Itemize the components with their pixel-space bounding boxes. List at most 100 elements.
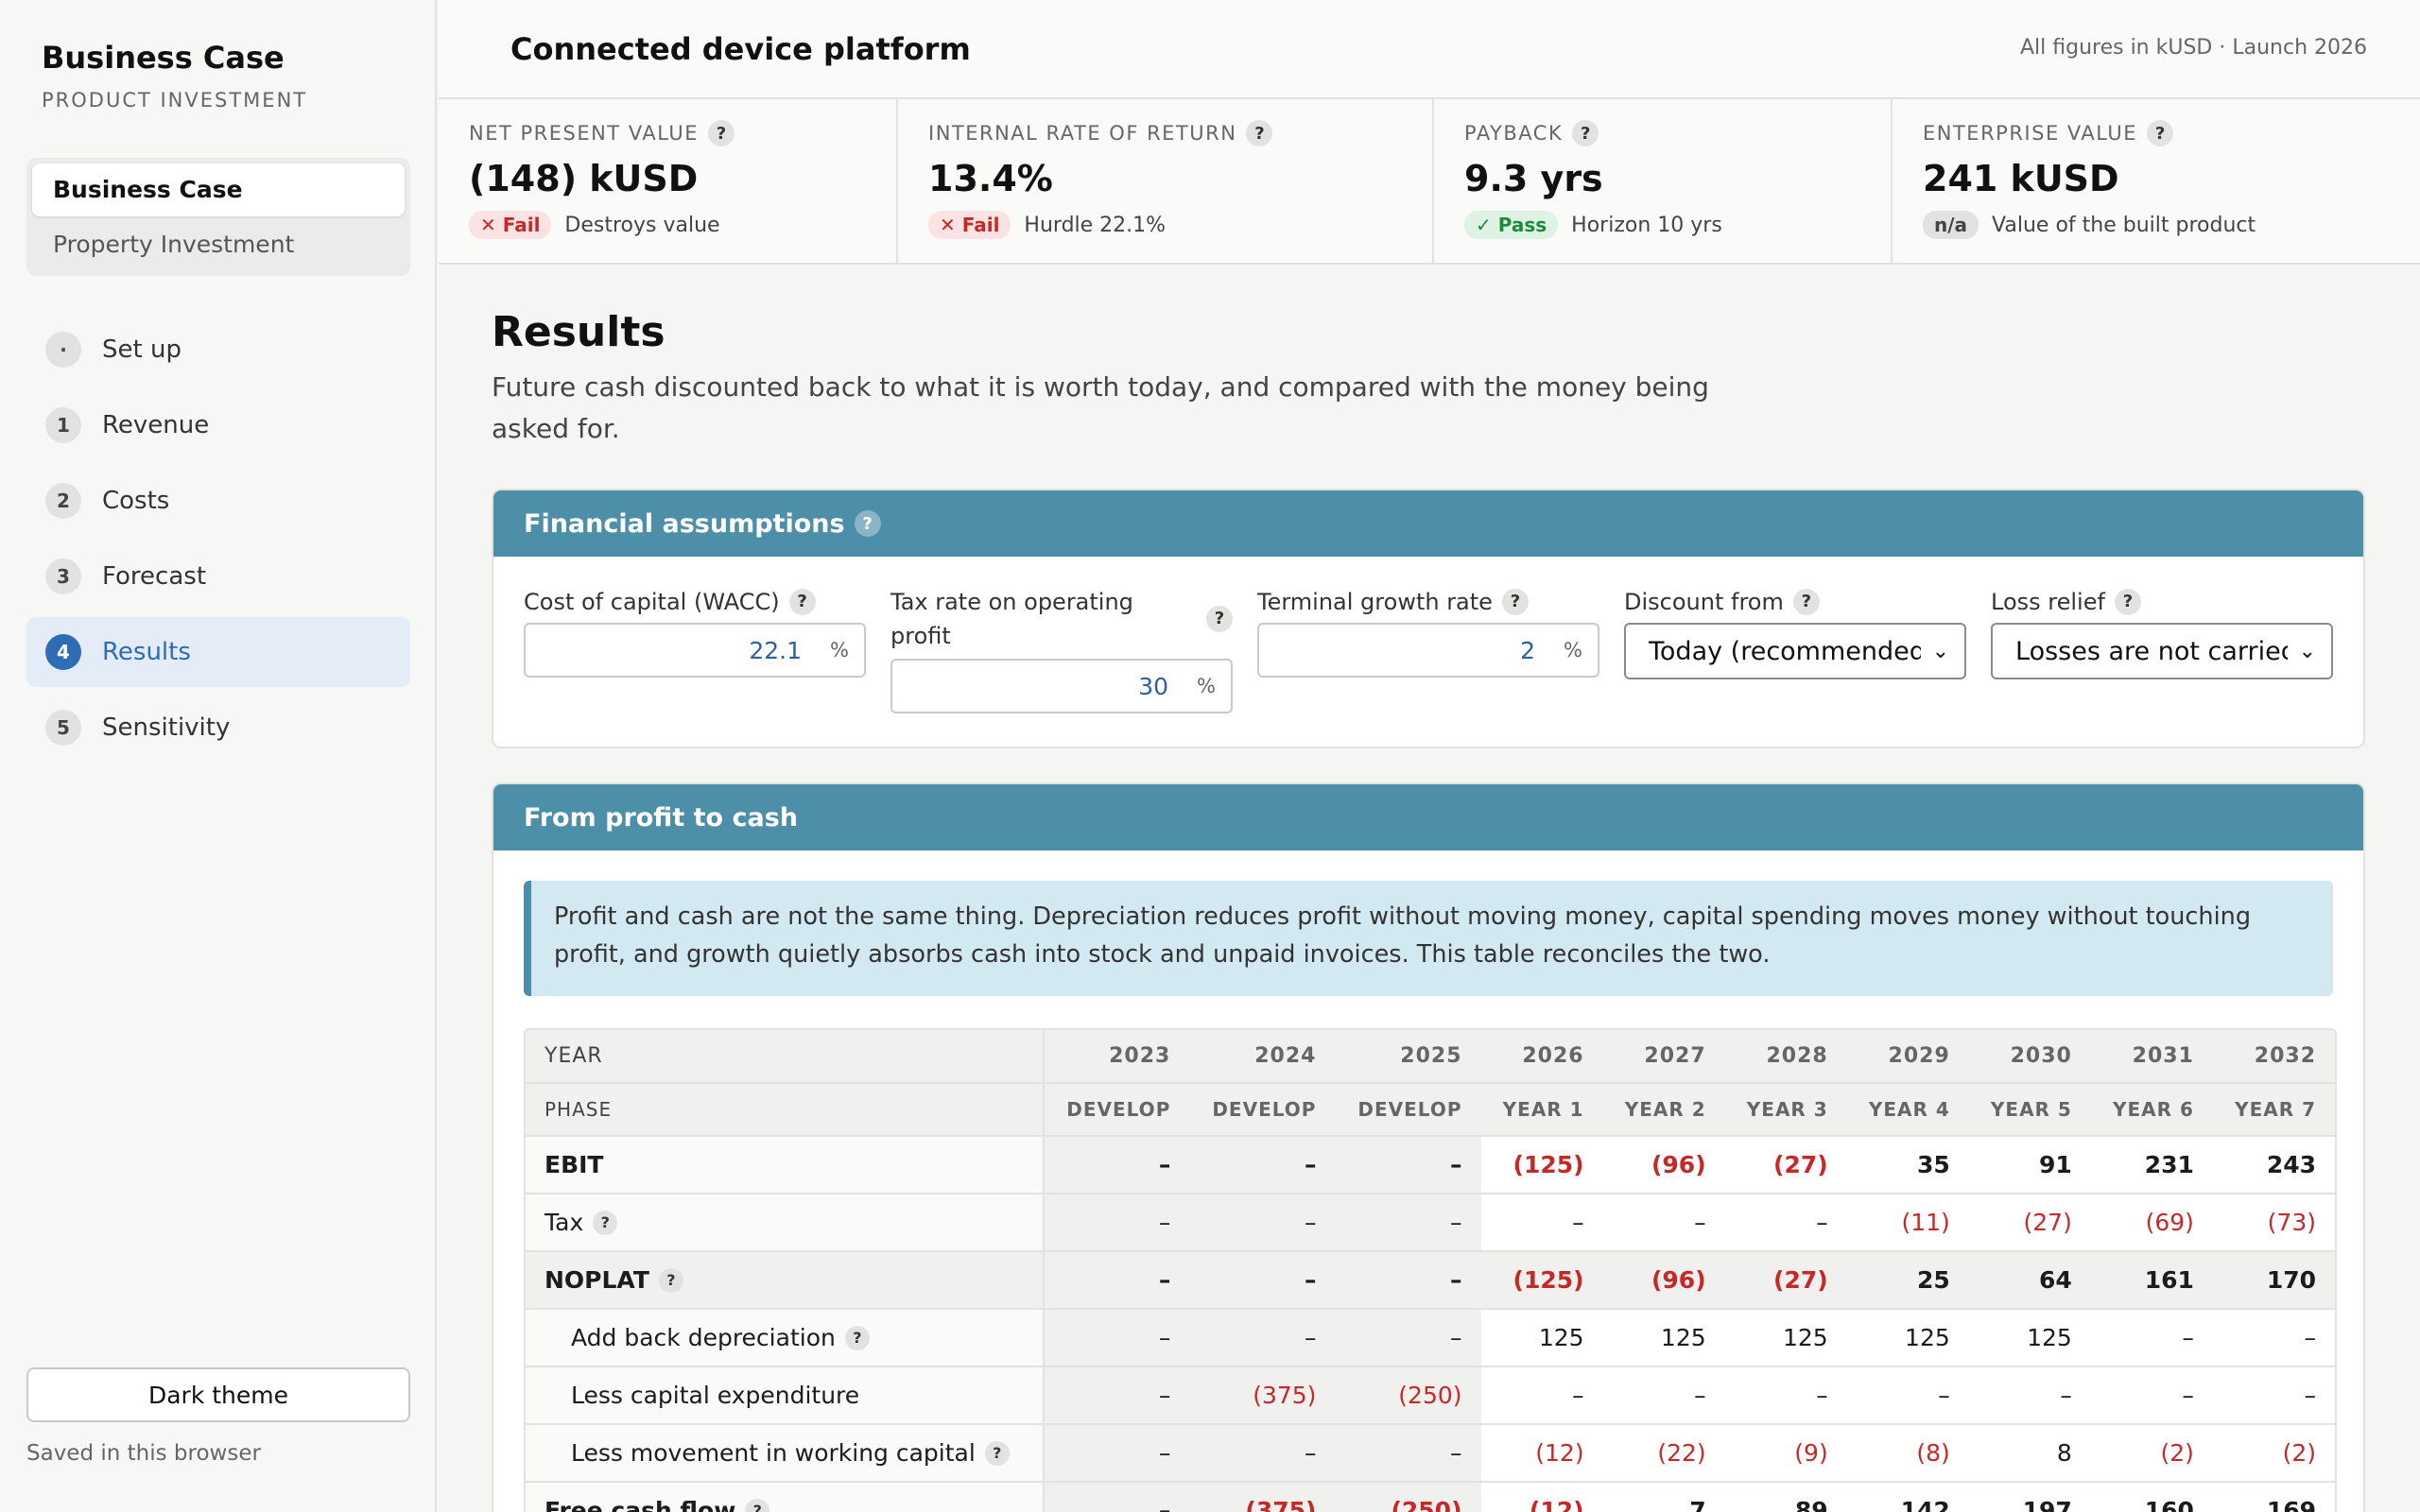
dark-theme-button[interactable]: Dark theme <box>26 1367 410 1422</box>
nav-item-label: Revenue <box>102 411 210 439</box>
cash-flow-table: YEAR 2023 2024 2025 2026 2027 2028 2029 2030 2031… <box>524 1028 2337 1512</box>
tax-rate-input[interactable]: 30% <box>890 659 1233 713</box>
table-cell: 64 <box>1968 1251 2091 1310</box>
table-cell: – <box>2212 1309 2335 1367</box>
table-cell: (12) <box>1480 1424 1603 1483</box>
table-cell: 89 <box>1724 1482 1847 1512</box>
table-cell: 7 <box>1602 1482 1725 1512</box>
table-row: Tax? – – – – – – (11) (27) (69) (73) <box>526 1194 2335 1252</box>
switch-business-case[interactable]: Business Case <box>32 163 405 216</box>
table-cell: – <box>1189 1194 1336 1252</box>
table-cell: – <box>1044 1424 1190 1483</box>
table-cell: – <box>1189 1136 1336 1194</box>
phase-header: YEAR 2 <box>1602 1083 1725 1137</box>
table-cell: (2) <box>2212 1424 2335 1483</box>
help-icon[interactable]: ? <box>984 1440 1010 1466</box>
help-icon[interactable]: ? <box>708 120 735 146</box>
chevron-down-icon: ⌄ <box>1931 639 1949 663</box>
status-badge: n/a <box>1923 211 1979 239</box>
help-icon[interactable]: ? <box>2114 589 2141 615</box>
card-header: Financial assumptions? <box>493 490 2363 557</box>
table-cell: (8) <box>1846 1424 1969 1483</box>
app-title: Business Case <box>42 40 285 76</box>
table-cell: – <box>2212 1366 2335 1425</box>
table-cell: (375) <box>1189 1482 1336 1512</box>
table-cell: 142 <box>1846 1482 1969 1512</box>
help-icon[interactable]: ? <box>854 510 881 537</box>
row-label-text: Less movement in working capital <box>571 1439 976 1467</box>
help-icon[interactable]: ? <box>658 1267 683 1293</box>
unit-label: % <box>1564 639 1582 662</box>
kpi-note: Horizon 10 yrs <box>1571 213 1722 237</box>
table-cell: (250) <box>1335 1482 1481 1512</box>
help-icon[interactable]: ? <box>1206 606 1233 632</box>
help-icon[interactable]: ? <box>1572 120 1599 146</box>
nav-item-sensitivity[interactable]: 5 Sensitivity <box>26 693 410 763</box>
unit-label: % <box>1197 675 1216 697</box>
kpi-note: Value of the built product <box>1992 213 2256 237</box>
row-label: NOPLAT? <box>526 1251 1046 1310</box>
help-icon[interactable]: ? <box>844 1325 870 1350</box>
table-row: Less capital expenditure – (375) (250) – – – – –… <box>526 1366 2335 1425</box>
field-label: Discount from <box>1624 589 1784 615</box>
table-cell: (11) <box>1846 1194 1969 1252</box>
wacc-input[interactable]: 22.1% <box>524 623 866 678</box>
nav-item-setup[interactable]: · Set up <box>26 315 410 385</box>
status-badge: ✕ Fail <box>928 211 1011 239</box>
selected-value: Today (recommended) <box>1649 636 1921 666</box>
table-cell: 169 <box>2212 1482 2335 1512</box>
nav-item-forecast[interactable]: 3 Forecast <box>26 541 410 611</box>
year-header: 2032 <box>2212 1030 2335 1084</box>
help-icon[interactable]: ? <box>788 589 816 615</box>
kpi-value: 9.3 yrs <box>1464 158 1603 199</box>
table-cell: (125) <box>1480 1136 1603 1194</box>
phase-header: DEVELOP <box>1044 1083 1190 1137</box>
table-cell: 161 <box>2090 1251 2213 1310</box>
table-cell: – <box>1480 1194 1603 1252</box>
units-note: All figures in kUSD · Launch 2026 <box>2019 36 2367 60</box>
table-cell: – <box>1044 1136 1190 1194</box>
table-cell: – <box>1044 1366 1190 1425</box>
table-cell: – <box>1846 1366 1969 1425</box>
table-cell: – <box>1044 1309 1190 1367</box>
nav-item-label: Forecast <box>102 562 207 591</box>
table-cell: 125 <box>1968 1309 2091 1367</box>
table-cell: 231 <box>2090 1136 2213 1194</box>
loss-relief-field: Loss relief? Losses are not carried forw… <box>1991 585 2333 746</box>
discount-from-select[interactable]: Today (recommended) ⌄ <box>1624 623 1966 679</box>
table-cell: 125 <box>1724 1309 1847 1367</box>
help-icon[interactable]: ? <box>1501 589 1529 615</box>
status-badge: ✓ Pass <box>1464 211 1559 239</box>
row-label-text: Free cash flow <box>544 1497 736 1512</box>
status-badge: ✕ Fail <box>469 211 552 239</box>
table-cell: – <box>2090 1366 2213 1425</box>
column-header: PHASE <box>526 1083 1046 1137</box>
kpi-payback: PAYBACK? 9.3 yrs ✓ Pass Horizon 10 yrs <box>1434 99 1893 263</box>
table-row: Free cash flow? – (375) (250) (12) 7 89 142 197 1… <box>526 1482 2335 1512</box>
help-icon[interactable]: ? <box>1792 589 1820 615</box>
help-icon[interactable]: ? <box>745 1498 770 1512</box>
table-cell: 35 <box>1846 1136 1969 1194</box>
table-cell: (22) <box>1602 1424 1725 1483</box>
help-icon[interactable]: ? <box>2147 120 2174 146</box>
phase-header: YEAR 5 <box>1968 1083 2091 1137</box>
kpi-value: 13.4% <box>928 158 1053 199</box>
loss-relief-select[interactable]: Losses are not carried forward ⌄ <box>1991 623 2333 679</box>
help-icon[interactable]: ? <box>593 1210 618 1235</box>
table-cell: – <box>1044 1194 1190 1252</box>
nav-item-revenue[interactable]: 1 Revenue <box>26 390 410 460</box>
terminal-growth-input[interactable]: 2% <box>1257 623 1599 678</box>
table-cell: – <box>1480 1366 1603 1425</box>
row-label-text: Tax <box>544 1209 584 1236</box>
nav-item-results[interactable]: 4 Results <box>26 617 410 687</box>
top-header: Connected device platform All figures in… <box>439 0 2420 99</box>
help-icon[interactable]: ? <box>1246 120 1273 146</box>
wacc-field: Cost of capital (WACC)? 22.1% <box>524 585 866 746</box>
row-label-text: Add back depreciation <box>571 1324 836 1351</box>
input-value: 30 <box>1138 672 1169 700</box>
nav-item-costs[interactable]: 2 Costs <box>26 466 410 536</box>
app-subtitle: PRODUCT INVESTMENT <box>42 89 308 112</box>
kpi-value: (148) kUSD <box>469 158 699 199</box>
switch-property-investment[interactable]: Property Investment <box>53 231 295 258</box>
table-cell: (73) <box>2212 1194 2335 1252</box>
